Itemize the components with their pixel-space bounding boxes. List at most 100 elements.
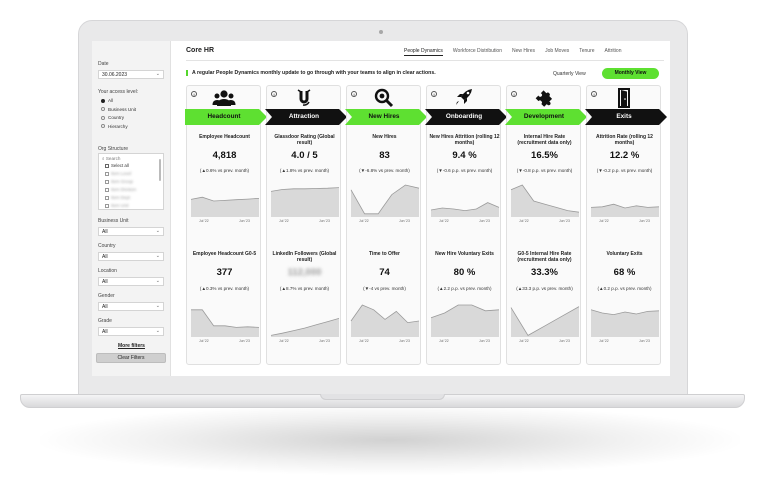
filter-select[interactable]: All ⌄ [98,277,164,286]
kpi-title: New Hire Voluntary Exits [435,251,494,257]
info-icon[interactable]: i [591,91,597,97]
org-structure-list[interactable]: ⌕ Search Select all Item Level Item Group… [98,153,164,210]
tab-attrition[interactable]: Attrition [604,48,622,54]
chevron-down-icon: ⌄ [155,71,160,77]
tab-bar: People Dynamics Workforce Distribution New… [404,48,622,56]
sparkline-area [431,202,499,217]
info-icon[interactable]: i [511,91,517,97]
filter-label: Grade [98,318,112,324]
sparkline-end-label: Jun '23 [239,339,250,343]
filter-select[interactable]: All ⌄ [98,302,164,311]
section-title: Onboarding [445,113,483,120]
org-item[interactable]: Item Level [105,171,131,176]
info-banner: A regular People Dynamics monthly update… [186,70,436,76]
kpi-column-attraction: i Attraction Glassdoor Rating (Global res… [265,85,347,365]
access-option[interactable]: All [101,98,113,103]
kpi-sparkline [270,187,340,217]
sparkline-start-label: Jul '22 [199,219,209,223]
radio-icon [101,98,105,103]
access-option[interactable]: Country [101,115,124,120]
access-option[interactable]: Business Unit [101,107,136,112]
sparkline-line [510,306,580,336]
tab-new-hires[interactable]: New Hires [512,48,536,54]
kpi-title: Voluntary Exits [606,251,643,257]
section-header: Headcount [185,109,267,125]
kpi-delta: (▲33.3 p.p. vs prev. month) [516,286,573,291]
info-icon[interactable]: i [191,91,197,97]
info-icon[interactable]: i [431,91,437,97]
org-item[interactable]: Item Division [105,187,136,192]
sparkline-start-label: Jul '22 [439,339,449,343]
filter-label: Location [98,268,117,274]
kpi-sparkline [430,304,500,337]
filter-value: All [102,304,108,310]
kpi-sparkline [190,196,260,217]
sparkline-line [430,202,500,212]
sparkline-end-label: Jun '23 [239,219,250,223]
sparkline-area [271,187,339,217]
sparkline-end-label: Jun '23 [639,219,650,223]
kpi-title: Glassdoor Rating (Global result) [274,134,335,146]
access-option-label: All [108,98,114,103]
sparkline-line [191,309,260,328]
kpi-sparkline [191,309,260,337]
org-item[interactable]: Item Dept [105,195,130,200]
clear-filters-button[interactable]: Clear Filters [96,353,166,363]
kpi-title: New Hires Attrition (rolling 12 months) [429,134,500,146]
org-item[interactable]: Item Group [105,179,133,184]
tab-job-moves[interactable]: Job Moves [545,48,570,54]
filter-select[interactable]: All ⌄ [98,252,164,261]
access-option[interactable]: Hierarchy [101,124,128,129]
filter-select[interactable]: All ⌄ [98,327,164,336]
org-scrollbar[interactable] [159,159,161,181]
chevron-down-icon: ⌄ [155,228,160,234]
sparkline-start-label: Jul '22 [199,339,209,343]
date-select[interactable]: 30.06.2023 ⌄ [98,70,164,79]
kpi-value: 74 [379,267,390,278]
info-icon[interactable]: i [271,91,277,97]
org-search-input[interactable]: ⌕ Search [102,156,121,161]
kpi-value: 68 % [613,267,636,278]
people-icon [212,88,236,108]
tab-people-dynamics[interactable]: People Dynamics [404,48,443,56]
kpi-column-development: i Development Internal Hire Rate (recruitm… [505,85,587,365]
kpi-title: Attrition Rate (rolling 12 months) [596,134,653,146]
filter-select[interactable]: All ⌄ [98,227,164,236]
sparkline-line [190,196,260,202]
more-filters-link[interactable]: More filters [118,343,145,349]
kpi-value: 80 % [453,267,476,278]
kpi-delta: (▼-0.2 p.p. vs prev. month) [596,168,653,173]
checkbox-icon [105,195,109,200]
org-item-label: Item Division [111,187,137,192]
chevron-down-icon: ⌄ [155,328,160,334]
kpi-delta: (▲1.8% vs prev. month) [279,168,330,173]
sparkline-area [191,309,259,337]
kpi-title: Employee Headcount G0-5 [192,251,257,257]
sparkline-end-label: Jun '23 [319,219,330,223]
info-icon[interactable]: i [351,91,357,97]
sparkline-start-label: Jul '22 [439,219,449,223]
rocket-icon [452,88,476,108]
kpi-delta: (▲2.2 p.p. vs prev. month) [437,286,492,291]
access-option-label: Country [108,115,125,120]
monthly-view-toggle[interactable]: Monthly View [602,68,659,79]
dashboard-screen: Date 30.06.2023 ⌄ Your access level: All… [92,41,670,376]
kpi-value: 83 [379,150,390,161]
kpi-column-new-hires: i New Hires New Hires 83 (▼-6.8% vs prev. m… [345,85,427,365]
section-header: Exits [585,109,667,125]
sparkline-start-label: Jul '22 [359,219,369,223]
tab-workforce-distribution[interactable]: Workforce Distribution [452,48,502,54]
quarterly-view-toggle[interactable]: Quarterly View [553,71,586,77]
sparkline-area [351,185,419,217]
kpi-value: 33.3% [531,267,558,278]
tab-tenure[interactable]: Tenure [579,48,595,54]
kpi-value: 9.4 % [452,150,477,161]
kpi-title: Employee Headcount [199,134,250,140]
org-item[interactable]: Item Unit [105,203,129,208]
page-title: Core HR [186,47,215,54]
sparkline-area [591,204,659,217]
kpi-delta: (▲0.3% vs prev. month) [199,286,250,291]
sparkline-end-label: Jun '23 [479,339,490,343]
org-select-all[interactable]: Select all [105,163,129,168]
date-label: Date [98,61,109,67]
